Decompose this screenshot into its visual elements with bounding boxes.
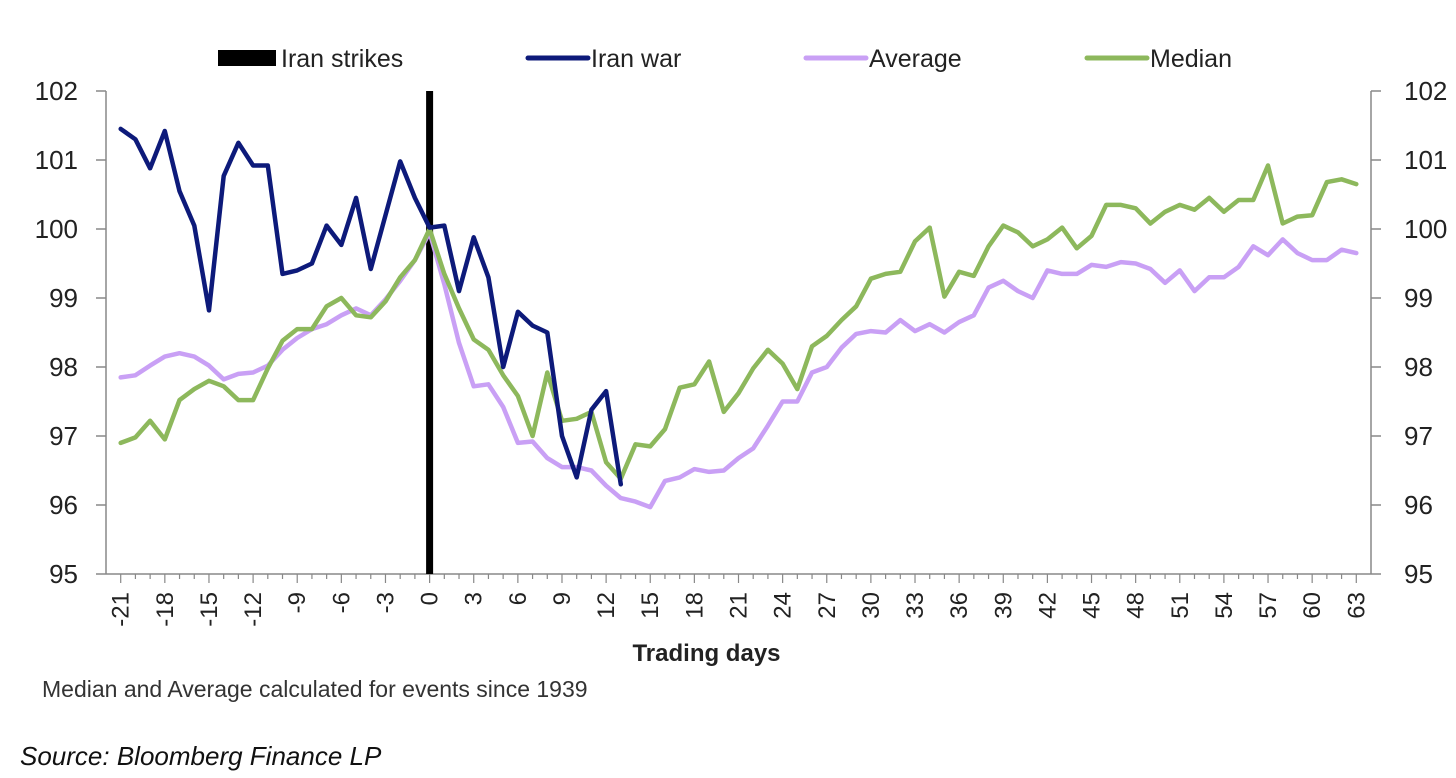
y-tick-label-right: 95 <box>1404 559 1433 589</box>
y-tick-label-left: 99 <box>49 283 78 313</box>
x-tick-label: -15 <box>196 592 223 627</box>
legend-label-iran-war: Iran war <box>591 45 681 73</box>
x-tick-label: -3 <box>372 592 399 613</box>
y-tick-label-left: 97 <box>49 421 78 451</box>
y-tick-label-right: 96 <box>1404 490 1433 520</box>
y-tick-label-right: 99 <box>1404 283 1433 313</box>
y-tick-label-left: 96 <box>49 490 78 520</box>
x-tick-label: 63 <box>1343 592 1370 619</box>
x-tick-label: 51 <box>1167 592 1194 619</box>
legend-label-iran-strikes: Iran strikes <box>281 45 403 73</box>
y-tick-label-right: 97 <box>1404 421 1433 451</box>
x-tick-label: -9 <box>284 592 311 613</box>
x-tick-label: 48 <box>1123 592 1150 619</box>
chart: Iran strikes Iran war Average Median 959697… <box>35 45 1448 667</box>
y-tick-label-right: 102 <box>1404 76 1447 106</box>
x-tick-label: 0 <box>417 592 444 605</box>
y-tick-label-left: 100 <box>35 214 78 244</box>
x-tick-label: -18 <box>152 592 179 627</box>
legend-label-median: Median <box>1150 45 1232 73</box>
x-tick-label: 57 <box>1255 592 1282 619</box>
x-tick-label: 18 <box>681 592 708 619</box>
y-tick-label-left: 98 <box>49 352 78 382</box>
x-tick-label: 21 <box>726 592 753 619</box>
y-tick-label-right: 101 <box>1404 145 1447 175</box>
series-line-median <box>118 163 1359 482</box>
y-tick-label-right: 100 <box>1404 214 1447 244</box>
legend: Iran strikes Iran war Average Median <box>218 45 1232 73</box>
footnote: Median and Average calculated for events… <box>42 676 588 702</box>
x-tick-label: 15 <box>637 592 664 619</box>
legend-swatch-iran-strikes <box>218 50 276 66</box>
x-tick-label: 39 <box>990 592 1017 619</box>
series-line-iran-war <box>118 126 624 487</box>
x-tick-label: -12 <box>240 592 267 627</box>
x-tick-label: -6 <box>328 592 355 613</box>
x-axis-title: Trading days <box>632 640 780 667</box>
x-tick-label: 36 <box>946 592 973 619</box>
y-axis-left: 95 96 97 98 99 100 101 102 <box>35 76 106 589</box>
x-tick-label: 3 <box>461 592 488 605</box>
x-tick-label: 45 <box>1079 592 1106 619</box>
x-tick-label: 27 <box>814 592 841 619</box>
x-tick-label: 9 <box>549 592 576 605</box>
x-tick-label: 30 <box>858 592 885 619</box>
y-axis-right: 95 96 97 98 99 100 101 102 <box>1371 76 1447 589</box>
x-tick-label: 33 <box>902 592 929 619</box>
y-tick-label-left: 101 <box>35 145 78 175</box>
y-tick-label-right: 98 <box>1404 352 1433 382</box>
series-layer <box>118 91 1359 574</box>
y-tick-label-left: 102 <box>35 76 78 106</box>
x-tick-label: 42 <box>1034 592 1061 619</box>
x-tick-label: 6 <box>505 592 532 605</box>
legend-label-average: Average <box>869 45 962 73</box>
x-tick-label: 54 <box>1211 592 1238 619</box>
x-axis: -21 -18 -15 -12 -9 -6 -3 0 3 6 9 12 15 18 21 24 27 30 33 36… <box>108 574 1370 627</box>
x-tick-label: 60 <box>1299 592 1326 619</box>
x-tick-label: 12 <box>593 592 620 619</box>
source-note: Source: Bloomberg Finance LP <box>20 741 382 771</box>
y-tick-label-left: 95 <box>49 559 78 589</box>
series-line-average <box>118 230 1359 510</box>
x-tick-label: 24 <box>770 592 797 619</box>
x-tick-label: -21 <box>108 592 135 627</box>
